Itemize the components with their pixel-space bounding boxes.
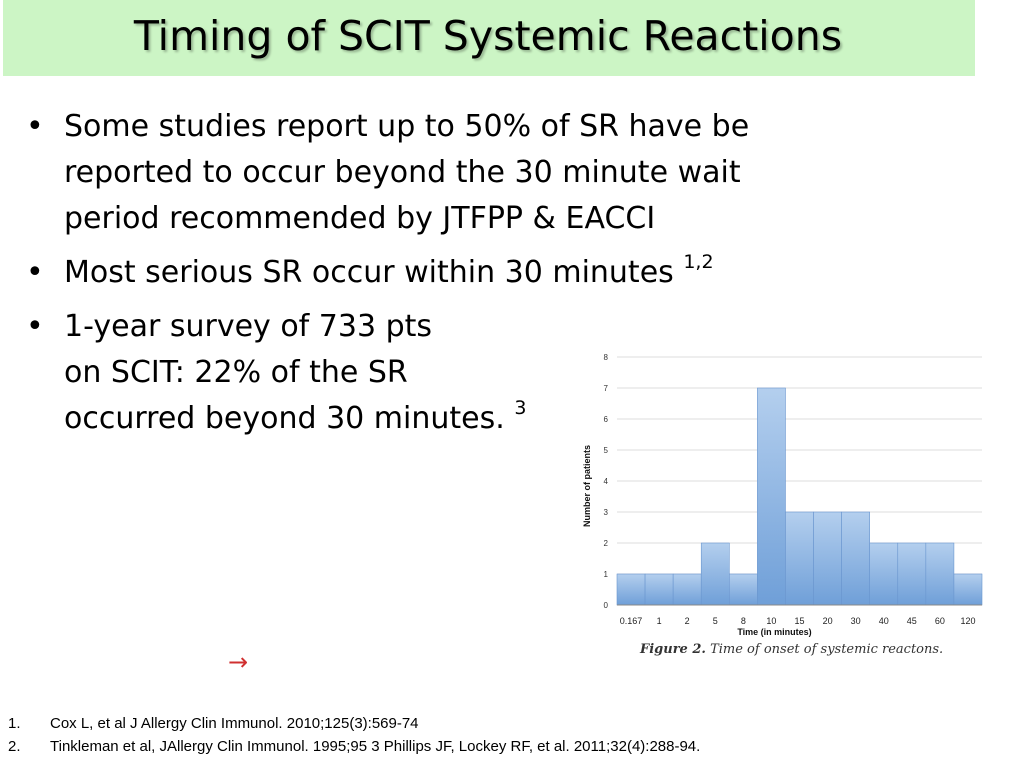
bullet-text-line: period recommended by JTFPP & EACCI	[64, 196, 749, 242]
histogram-bar	[813, 511, 842, 606]
x-tick-label: 5	[713, 616, 718, 626]
y-tick-label: 4	[604, 477, 609, 486]
citation-superscript: 3	[514, 397, 527, 419]
bullet-text: occurred beyond 30 minutes.	[64, 401, 505, 436]
bullet-text-line: Some studies report up to 50% of SR have…	[64, 104, 749, 150]
reference-item: 1. Cox L, et al J Allergy Clin Immunol. 2…	[8, 712, 700, 735]
x-tick-label: 20	[823, 616, 833, 626]
reference-item: 2. Tinkleman et al, JAllergy Clin Immunol…	[8, 735, 700, 758]
y-tick-label: 8	[604, 353, 609, 362]
reference-text: Cox L, et al J Allergy Clin Immunol. 201…	[50, 715, 419, 732]
slide-title: Timing of SCIT Systemic Reactions	[133, 12, 843, 60]
x-tick-label: 30	[851, 616, 861, 626]
histogram-bar	[785, 511, 814, 606]
histogram-bar	[953, 573, 983, 606]
y-axis-title: Number of patients	[582, 445, 592, 527]
x-axis-title: Time (in minutes)	[737, 627, 811, 637]
bullet-text: Most serious SR occur within 30 minutes	[64, 255, 674, 290]
x-tick-label: 45	[907, 616, 917, 626]
title-bar	[3, 0, 975, 76]
arrow-icon: →	[228, 648, 249, 676]
x-tick-label: 120	[960, 616, 975, 626]
x-tick-label: 40	[879, 616, 889, 626]
y-tick-label: 5	[604, 446, 609, 455]
x-tick-label: 1	[657, 616, 662, 626]
figure-caption-label: Figure 2.	[640, 642, 706, 657]
y-tick-label: 3	[604, 508, 609, 517]
bullet-text: period recommended by JTFPP & EACCI	[64, 201, 656, 236]
x-tick-label: 10	[766, 616, 776, 626]
reference-number: 2.	[8, 738, 21, 755]
figure-caption: Figure 2. Time of onset of systemic reac…	[640, 642, 943, 657]
histogram-bar	[700, 542, 730, 606]
x-tick-label: 15	[794, 616, 804, 626]
reference-text: Tinkleman et al, JAllergy Clin Immunol. …	[50, 738, 701, 755]
reference-number: 1.	[8, 715, 21, 732]
bullet-item: • 1-year survey of 733 pts on SCIT: 22% of…	[26, 304, 749, 442]
histogram-bar	[925, 542, 955, 606]
bullet-text: 1-year survey of 733 pts	[64, 309, 433, 344]
histogram-bar	[757, 387, 786, 606]
y-tick-label: 2	[604, 539, 609, 548]
y-tick-label: 1	[604, 570, 609, 579]
histogram-bar	[897, 542, 927, 606]
bullet-dot: •	[26, 255, 44, 290]
x-tick-label: 60	[935, 616, 945, 626]
x-tick-label: 2	[685, 616, 690, 626]
bullet-text-line: 1-year survey of 733 pts	[64, 304, 749, 350]
histogram-bar	[672, 573, 702, 606]
y-tick-label: 0	[604, 601, 609, 610]
bullet-text-line: occurred beyond 30 minutes. 3	[64, 396, 749, 442]
bullet-dot: •	[26, 309, 44, 344]
x-tick-label: 8	[741, 616, 746, 626]
bullet-text: reported to occur beyond the 30 minute w…	[64, 155, 741, 190]
bullet-item: • Some studies report up to 50% of SR hav…	[26, 104, 749, 242]
citation-superscript: 1,2	[683, 251, 714, 273]
histogram-bar	[644, 573, 674, 606]
bullet-text-line: Most serious SR occur within 30 minutes …	[64, 250, 749, 296]
histogram-bar	[616, 573, 646, 606]
bullet-text-line: reported to occur beyond the 30 minute w…	[64, 150, 749, 196]
bullet-dot: •	[26, 109, 44, 144]
bullet-text: on SCIT: 22% of the SR	[64, 355, 408, 390]
y-tick-label: 7	[604, 384, 609, 393]
bullet-item: • Most serious SR occur within 30 minutes…	[26, 250, 749, 296]
figure-caption-text: Time of onset of systemic reactons.	[710, 642, 944, 657]
bullet-text-line: on SCIT: 22% of the SR	[64, 350, 749, 396]
bullet-list: • Some studies report up to 50% of SR hav…	[26, 104, 749, 450]
histogram-bar	[729, 573, 758, 606]
bullet-text: Some studies report up to 50% of SR have…	[64, 109, 750, 144]
reference-list: 1. Cox L, et al J Allergy Clin Immunol. 2…	[8, 712, 700, 758]
histogram-bar	[841, 511, 870, 606]
x-tick-label: 0.167	[620, 616, 643, 626]
y-tick-label: 6	[604, 415, 609, 424]
histogram-bar	[869, 542, 899, 606]
